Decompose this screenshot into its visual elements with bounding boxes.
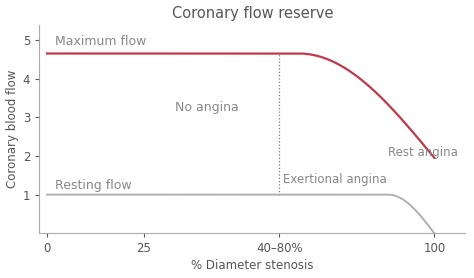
Title: Coronary flow reserve: Coronary flow reserve	[172, 6, 333, 21]
Text: Maximum flow: Maximum flow	[55, 36, 146, 48]
Text: No angina: No angina	[175, 101, 238, 114]
Text: Rest angina: Rest angina	[388, 146, 458, 158]
Y-axis label: Coronary blood flow: Coronary blood flow	[6, 70, 18, 188]
X-axis label: % Diameter stenosis: % Diameter stenosis	[191, 259, 314, 272]
Text: Exertional angina: Exertional angina	[283, 173, 387, 186]
Text: Resting flow: Resting flow	[55, 179, 131, 192]
